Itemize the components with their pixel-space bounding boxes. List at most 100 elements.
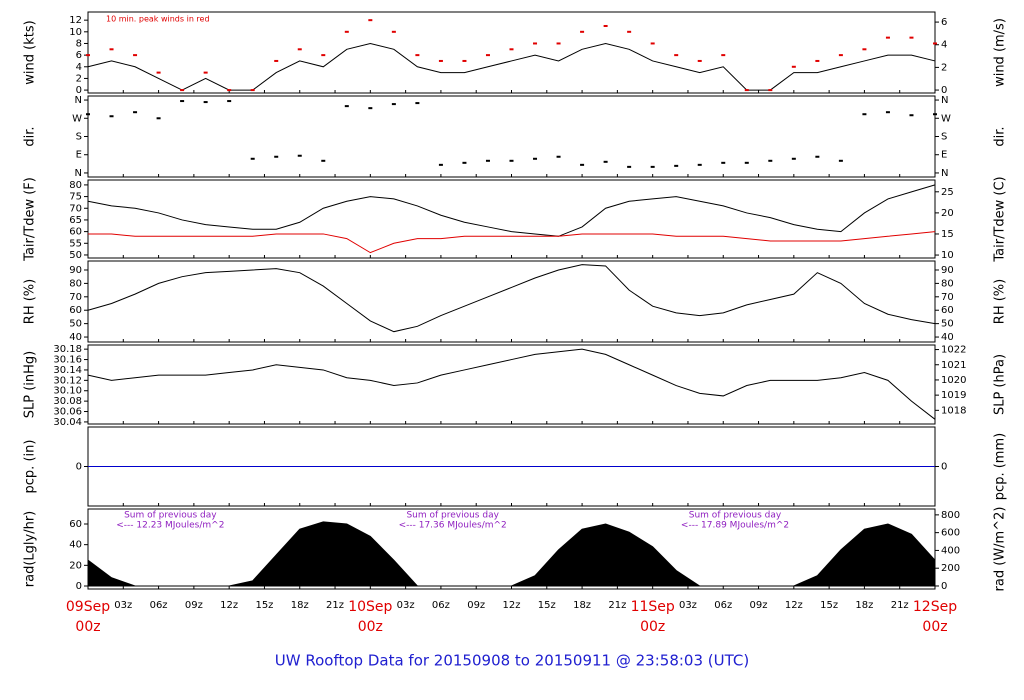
x-tick-label: 03z <box>679 600 697 611</box>
y-tick-label: W <box>72 113 82 124</box>
y2-tick-label: 400 <box>941 545 960 556</box>
y2-tick-label: 50 <box>941 319 954 330</box>
data-point <box>744 89 749 92</box>
x-tick-label: 06z <box>150 600 168 611</box>
data-point <box>556 155 561 158</box>
data-point <box>933 42 937 45</box>
annotation: 10 min. peak winds in red <box>106 15 210 24</box>
y2-tick-label: 40 <box>941 332 954 343</box>
y2-axis-label: wind (m/s) <box>993 18 1008 87</box>
data-point <box>227 100 232 103</box>
data-point <box>650 42 655 45</box>
data-point <box>227 89 232 92</box>
y-tick-label: 80 <box>69 278 82 289</box>
data-point <box>180 100 185 103</box>
y2-axis-label: RH (%) <box>993 279 1008 324</box>
y2-axis-label: rad (W/m^2) <box>993 507 1008 592</box>
data-point <box>580 163 585 166</box>
panel-frame <box>87 11 936 94</box>
data-point <box>885 36 890 39</box>
y-axis-label: wind (kts) <box>23 20 38 84</box>
x-tick-label: 09z <box>750 600 768 611</box>
y-axis-label: Tair/Tdew (F) <box>23 177 38 262</box>
data-point <box>391 103 396 106</box>
day-label: 10Sep <box>348 599 392 615</box>
data-point <box>744 161 749 164</box>
data-point <box>862 48 867 51</box>
y-tick-label: 40 <box>69 540 82 551</box>
data-point <box>86 113 90 116</box>
y2-tick-label: S <box>941 132 947 143</box>
y-tick-label: 30.10 <box>53 386 82 397</box>
y-axis-label: rad(Lgly/hr) <box>23 511 38 587</box>
y-tick-label: 40 <box>69 332 82 343</box>
data-point <box>250 157 255 160</box>
data-point <box>274 155 279 158</box>
y2-tick-label: 1021 <box>941 360 966 371</box>
y2-axis-label: pcp. (mm) <box>993 433 1008 500</box>
data-point <box>838 54 843 57</box>
data-point <box>391 30 396 33</box>
data-point <box>650 165 655 168</box>
data-point <box>462 161 467 164</box>
data-point <box>533 42 538 45</box>
x-tick-label: 03z <box>397 600 415 611</box>
data-point <box>603 24 608 27</box>
x-tick-label: 15z <box>538 600 556 611</box>
y2-tick-label: 10 <box>941 250 954 261</box>
annotation: Sum of previous day <box>406 511 499 521</box>
data-point <box>697 59 702 62</box>
data-point <box>509 159 514 162</box>
y2-tick-label: 2 <box>941 62 947 73</box>
y-tick-label: 20 <box>69 560 82 571</box>
x-tick-label: 00z <box>640 619 665 635</box>
data-point <box>838 159 843 162</box>
data-point <box>603 160 608 163</box>
data-point <box>485 159 490 162</box>
data-point <box>815 59 820 62</box>
data-point <box>533 157 538 160</box>
data-point <box>462 59 467 62</box>
day-label: 12Sep <box>913 599 957 615</box>
y-tick-label: 30.14 <box>53 365 82 376</box>
y2-tick-label: 200 <box>941 563 960 574</box>
y-tick-label: S <box>76 132 82 143</box>
data-point <box>933 113 937 116</box>
x-tick-label: 09z <box>185 600 203 611</box>
day-label: 11Sep <box>631 599 675 615</box>
data-point <box>203 71 208 74</box>
data-point <box>321 54 326 57</box>
data-point <box>415 102 420 105</box>
day-label: 09Sep <box>66 599 110 615</box>
y-axis-label: SLP (inHg) <box>23 351 38 419</box>
y2-tick-label: 1018 <box>941 405 966 416</box>
y2-tick-label: 0 <box>941 85 947 96</box>
y2-tick-label: E <box>941 150 947 161</box>
y-tick-label: 8 <box>76 38 82 49</box>
y2-tick-label: 70 <box>941 292 954 303</box>
data-point <box>415 54 420 57</box>
data-point <box>791 65 796 68</box>
y-tick-label: 50 <box>69 250 82 261</box>
y2-tick-label: 60 <box>941 305 954 316</box>
y-tick-label: 6 <box>76 50 82 61</box>
x-tick-label: 15z <box>255 600 273 611</box>
y2-axis-label: SLP (hPa) <box>993 354 1008 415</box>
y2-tick-label: 90 <box>941 265 954 276</box>
y2-tick-label: 1022 <box>941 345 966 356</box>
y2-axis-label: dir. <box>993 126 1008 146</box>
x-tick-label: 00z <box>75 619 100 635</box>
panel-frame <box>87 179 936 259</box>
y-tick-label: 30.18 <box>53 344 82 355</box>
y-tick-label: 55 <box>69 238 82 249</box>
y2-tick-label: 600 <box>941 528 960 539</box>
data-point <box>815 155 820 158</box>
y-tick-label: 70 <box>69 203 82 214</box>
y-tick-label: 30.16 <box>53 355 82 366</box>
data-point <box>344 30 349 33</box>
y-tick-label: N <box>75 168 82 179</box>
x-tick-label: 21z <box>608 600 626 611</box>
x-tick-label: 21z <box>326 600 344 611</box>
data-point <box>862 113 867 116</box>
x-tick-label: 00z <box>922 619 947 635</box>
